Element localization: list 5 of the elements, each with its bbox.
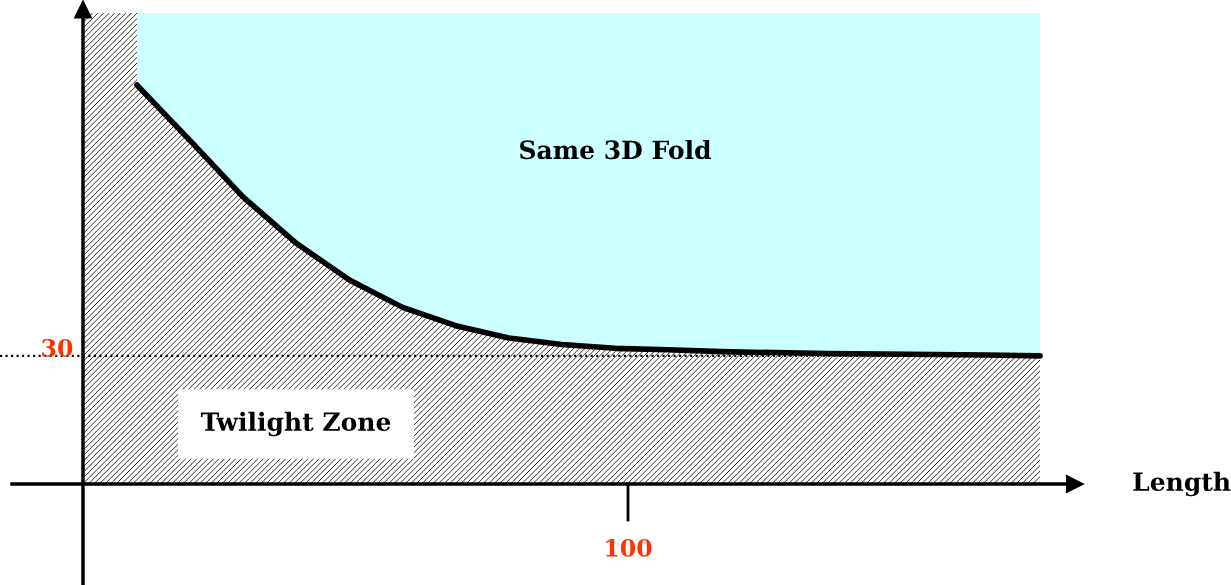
annotation: Twilight Zone xyxy=(200,411,391,437)
x-axis-title: Length xyxy=(1133,471,1231,497)
text: 100 xyxy=(606,538,652,557)
annotation: Same 3D Fold xyxy=(520,139,711,160)
text: 30 xyxy=(42,338,73,357)
